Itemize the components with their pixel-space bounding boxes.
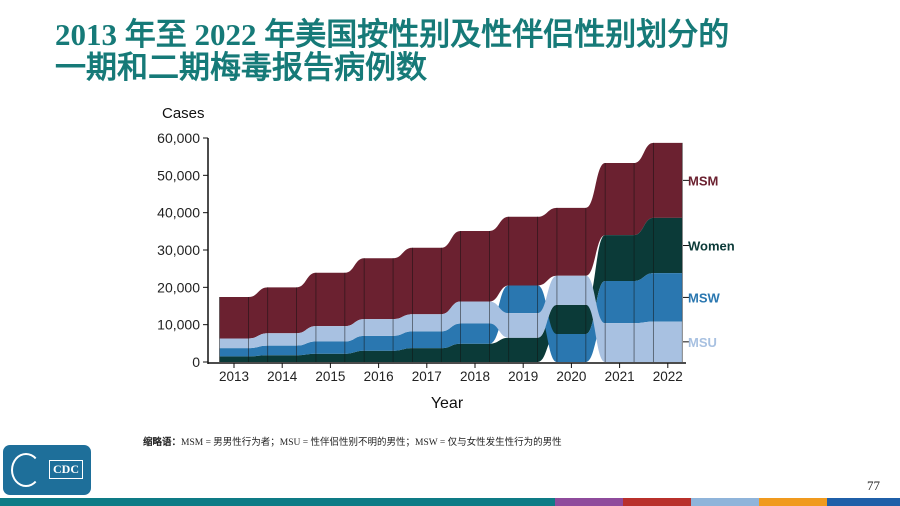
stripe-segment [0, 498, 555, 506]
y-tick-label: 50,000 [157, 167, 200, 183]
series-label-msw: MSW [688, 290, 721, 305]
series-label-msm: MSM [688, 173, 718, 188]
title-line-1: 2013 年至 2022 年美国按性别及性伴侣性别划分的 [55, 17, 730, 52]
x-tick-label: 2014 [267, 369, 298, 384]
x-tick-label: 2020 [556, 369, 586, 384]
stripe-segment [759, 498, 827, 506]
x-tick-label: 2022 [653, 369, 683, 384]
x-tick-label: 2018 [460, 369, 490, 384]
stripe-segment [827, 498, 900, 506]
slide-title: 2013 年至 2022 年美国按性别及性伴侣性别划分的 一期和二期梅毒报告病例… [55, 18, 729, 84]
ribbon-msm [219, 142, 683, 339]
x-tick-label: 2019 [508, 369, 538, 384]
series-label-msu: MSU [688, 335, 717, 350]
y-tick-label: 10,000 [157, 317, 200, 333]
x-tick-label: 2015 [315, 369, 345, 384]
page-number: 77 [867, 478, 880, 493]
y-axis-title: Cases [162, 105, 205, 122]
stripe-segment [555, 498, 623, 506]
x-axis-title: Year [431, 395, 464, 412]
x-tick-label: 2021 [605, 369, 635, 384]
y-tick-label: 30,000 [157, 242, 200, 258]
x-tick-label: 2016 [364, 369, 394, 384]
ribbon-msw [219, 273, 683, 362]
series-label-women: Women [688, 239, 735, 254]
y-tick-label: 60,000 [157, 130, 200, 146]
ribbon-women [219, 217, 683, 362]
stripe-segment [691, 498, 759, 506]
x-tick-label: 2013 [219, 369, 249, 384]
y-tick-label: 0 [192, 354, 200, 370]
abbreviation-note: 缩略语：MSM = 男男性行为者；MSU = 性伴侣性别不明的男性；MSW = … [143, 434, 562, 448]
abbreviation-text: MSM = 男男性行为者；MSU = 性伴侣性别不明的男性；MSW = 仅与女性… [181, 438, 562, 448]
y-tick-label: 20,000 [157, 279, 200, 295]
y-tick-label: 40,000 [157, 205, 200, 221]
stripe-segment [623, 498, 691, 506]
x-tick-label: 2017 [412, 369, 442, 384]
title-line-2: 一期和二期梅毒报告病例数 [55, 50, 427, 85]
abbreviation-label: 缩略语： [143, 438, 182, 448]
ribbon-msu [219, 275, 683, 362]
cdc-logo: CDC [3, 445, 91, 495]
cdc-logo-text: CDC [49, 460, 83, 479]
hhs-eagle-icon [11, 453, 41, 487]
